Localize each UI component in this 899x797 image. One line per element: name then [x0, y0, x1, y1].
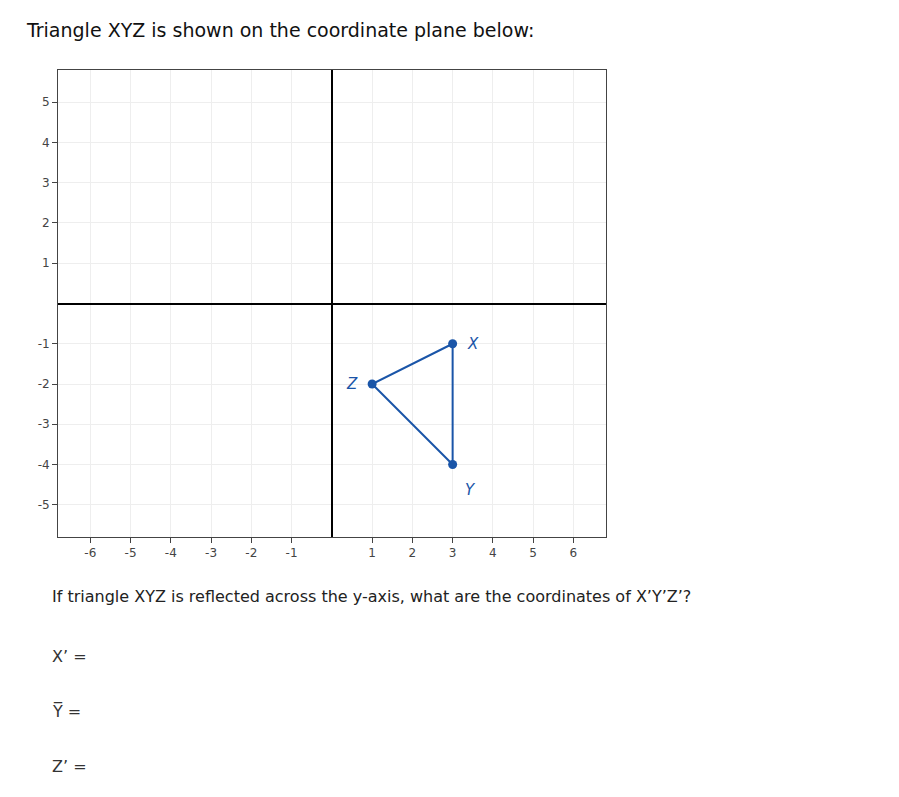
svg-text:-5: -5: [125, 546, 137, 560]
svg-text:Z: Z: [346, 375, 358, 393]
svg-text:X’ =: X’ =: [52, 647, 87, 666]
svg-text:-6: -6: [84, 546, 96, 560]
svg-text:-2: -2: [38, 377, 50, 391]
svg-text:-1: -1: [38, 337, 50, 351]
svg-text:3: 3: [449, 546, 457, 560]
svg-text:3: 3: [42, 176, 50, 190]
svg-text:2: 2: [42, 216, 50, 230]
svg-text:-2: -2: [245, 546, 257, 560]
svg-text:2: 2: [409, 546, 417, 560]
svg-text:Z’ =: Z’ =: [52, 757, 87, 776]
svg-text:-4: -4: [165, 546, 177, 560]
svg-text:5: 5: [42, 95, 50, 109]
svg-text:Triangle XYZ is shown on the c: Triangle XYZ is shown on the coordinate …: [26, 19, 534, 41]
svg-text:1: 1: [42, 256, 50, 270]
svg-text:1: 1: [368, 546, 376, 560]
svg-text:4: 4: [42, 136, 50, 150]
svg-text:5: 5: [529, 546, 537, 560]
svg-text:-5: -5: [38, 498, 50, 512]
svg-text:Y: Y: [465, 481, 476, 499]
svg-text:X: X: [467, 335, 479, 353]
svg-text:-4: -4: [38, 458, 50, 472]
svg-text:6: 6: [570, 546, 578, 560]
svg-text:Y̅ =: Y̅ =: [52, 702, 81, 721]
svg-text:-1: -1: [286, 546, 298, 560]
svg-text:-3: -3: [38, 417, 50, 431]
svg-text:4: 4: [489, 546, 497, 560]
svg-text:-3: -3: [205, 546, 217, 560]
svg-text:If triangle XYZ is reflected a: If triangle XYZ is reflected across the …: [52, 587, 691, 606]
